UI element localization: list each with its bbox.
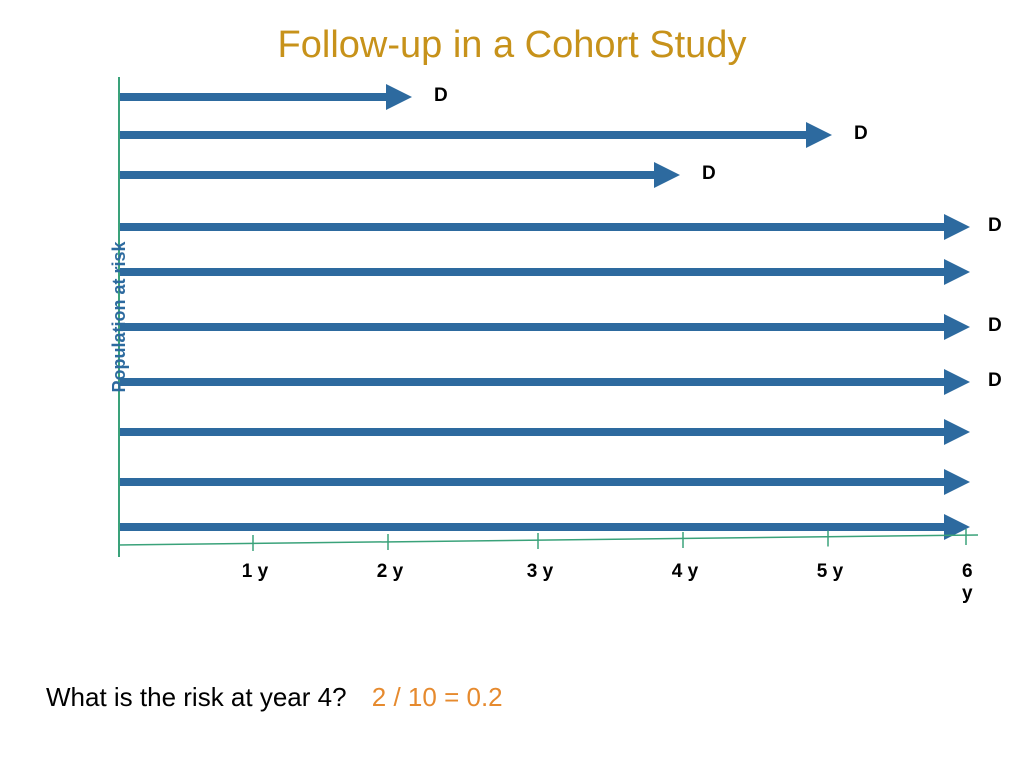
arrowhead-icon — [944, 259, 970, 285]
event-label: D — [434, 85, 448, 107]
subject-arrow: D — [120, 87, 440, 107]
arrowhead-icon — [806, 122, 832, 148]
arrow-line — [120, 478, 946, 486]
answer-text: 2 / 10 = 0.2 — [372, 682, 503, 712]
arrow-line — [120, 378, 946, 386]
subject-arrow — [120, 262, 998, 282]
x-tick-label: 1 y — [242, 561, 268, 583]
arrow-line — [120, 428, 946, 436]
x-tick-label: 4 y — [672, 561, 698, 583]
event-label: D — [988, 370, 1002, 392]
arrow-line — [120, 131, 808, 139]
event-label: D — [854, 123, 868, 145]
slide-title: Follow-up in a Cohort Study — [0, 24, 1024, 67]
subject-arrow: D — [120, 125, 860, 145]
arrow-line — [120, 171, 656, 179]
x-axis-labels: 1 y2 y3 y4 y5 y6 y — [120, 561, 980, 591]
question-row: What is the risk at year 4? 2 / 10 = 0.2 — [46, 682, 503, 713]
subject-arrow: D — [120, 317, 998, 337]
event-label: D — [702, 163, 716, 185]
arrowhead-icon — [944, 469, 970, 495]
x-axis-line — [118, 535, 978, 545]
event-label: D — [988, 315, 1002, 337]
x-tick-label: 2 y — [377, 561, 403, 583]
arrowhead-icon — [944, 214, 970, 240]
arrowhead-icon — [386, 84, 412, 110]
x-tick-label: 6 y — [962, 561, 974, 605]
chart-stage: Population at risk DDDDDD 1 y2 y3 y4 y5 … — [100, 77, 980, 557]
arrowhead-icon — [944, 419, 970, 445]
arrowhead-icon — [944, 369, 970, 395]
arrow-line — [120, 268, 946, 276]
arrowhead-icon — [944, 314, 970, 340]
subject-arrow — [120, 422, 998, 442]
event-label: D — [988, 215, 1002, 237]
arrow-line — [120, 93, 388, 101]
x-tick-label: 5 y — [817, 561, 843, 583]
arrowhead-icon — [654, 162, 680, 188]
subject-arrow: D — [120, 372, 998, 392]
subject-arrow: D — [120, 165, 708, 185]
x-tick-label: 3 y — [527, 561, 553, 583]
arrow-line — [120, 323, 946, 331]
subject-arrow — [120, 472, 998, 492]
question-text: What is the risk at year 4? — [46, 682, 347, 712]
arrow-line — [120, 223, 946, 231]
x-axis — [118, 527, 980, 557]
subject-arrow: D — [120, 217, 998, 237]
